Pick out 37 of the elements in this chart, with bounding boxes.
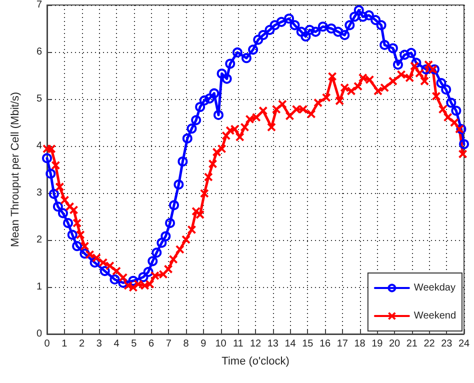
- x-tick-label: 10: [215, 338, 227, 350]
- x-tick-label: 1: [62, 338, 68, 350]
- y-tick-label: 0: [36, 328, 42, 340]
- x-tick-label: 22: [424, 338, 436, 350]
- x-axis-title: Time (o'clock): [222, 356, 290, 368]
- x-tick-label: 2: [78, 338, 85, 350]
- x-tick-label: 5: [131, 338, 138, 350]
- x-tick-label: 19: [372, 338, 384, 350]
- x-tick-label: 6: [148, 338, 154, 350]
- x-tick-label: 4: [114, 338, 120, 350]
- x-tick-label: 15: [302, 338, 314, 350]
- y-tick-label: 7: [36, 0, 42, 10]
- x-tick-label: 18: [354, 338, 366, 350]
- x-tick-label: 3: [96, 338, 102, 350]
- x-tick-label: 12: [250, 338, 262, 350]
- y-tick-label: 5: [36, 94, 42, 104]
- x-tick-label: 0: [44, 338, 50, 350]
- legend-label: Weekday: [414, 282, 456, 294]
- y-tick-label: 1: [36, 282, 42, 292]
- x-tick-label: 8: [183, 338, 190, 350]
- y-axis-title: Mean Throuput per Cell (Mbit/s): [10, 92, 22, 248]
- x-tick-label: 11: [232, 338, 244, 350]
- x-tick-label: 14: [284, 338, 296, 350]
- y-tick-label: 2: [36, 234, 42, 246]
- x-tick-label: 21: [406, 338, 418, 350]
- x-tick-label: 23: [441, 338, 453, 350]
- y-tick-label: 6: [36, 46, 42, 58]
- x-tick-label: 13: [267, 338, 279, 350]
- x-tick-label: 9: [200, 338, 207, 350]
- x-tick-label: 24: [458, 338, 470, 350]
- y-tick-label: 4: [36, 140, 42, 152]
- x-tick-label: 7: [166, 338, 172, 350]
- y-tick-label: 3: [36, 188, 42, 198]
- x-tick-label: 17: [336, 338, 348, 350]
- x-tick-label: 16: [319, 338, 331, 350]
- legend-label: Weekend: [414, 310, 456, 322]
- x-tick-label: 20: [388, 338, 400, 350]
